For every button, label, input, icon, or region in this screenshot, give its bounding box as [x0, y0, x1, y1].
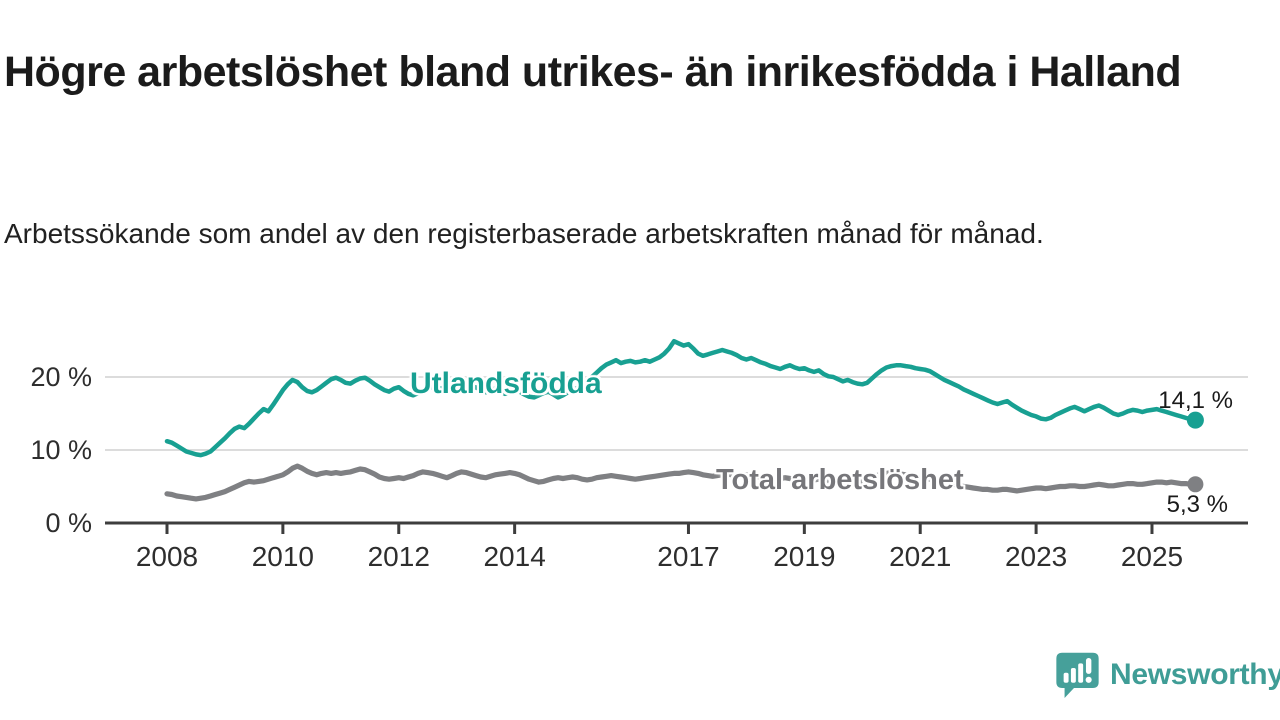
series-end-dot — [1187, 476, 1204, 493]
y-tick-label: 10 % — [30, 435, 92, 465]
series-end-dot — [1186, 411, 1204, 429]
page-title: Högre arbetslöshet bland utrikes- än inr… — [4, 47, 1182, 96]
end-value-label-total: 5,3 % — [1166, 491, 1228, 518]
y-tick-label: 0 % — [45, 508, 92, 538]
series-label-utlandsfodda: Utlandsfödda — [410, 367, 602, 400]
x-tick-label: 2019 — [773, 541, 835, 572]
x-tick-label: 2010 — [252, 541, 314, 572]
x-tick-label: 2008 — [136, 541, 198, 572]
newsworthy-bubble-icon — [1056, 652, 1099, 698]
series-label-total-arbetsloshet: Total arbetslöshet — [716, 464, 964, 496]
y-tick-label: 20 % — [30, 362, 92, 392]
x-tick-label: 2017 — [657, 541, 719, 572]
end-value-label-utlandsfodda: 14,1 % — [1158, 387, 1233, 414]
x-tick-label: 2021 — [889, 541, 951, 572]
line-chart-canvas: 2008 2010 2012 2014 2017 2019 2021 2023 2025 20 %… — [30, 338, 1248, 572]
x-tick-label: 2023 — [1005, 541, 1067, 572]
x-tick-label: 2014 — [483, 541, 545, 572]
page-subtitle: Arbetssökande som andel av den registerb… — [4, 218, 1044, 249]
series-line — [164, 463, 1199, 502]
newsworthy-wordmark: Newsworthy — [1110, 658, 1280, 691]
newsworthy-logo: Newsworthy — [1054, 650, 1280, 699]
x-tick-label: 2012 — [368, 541, 430, 572]
x-tick-label: 2025 — [1121, 541, 1183, 572]
series-line — [164, 338, 1198, 458]
